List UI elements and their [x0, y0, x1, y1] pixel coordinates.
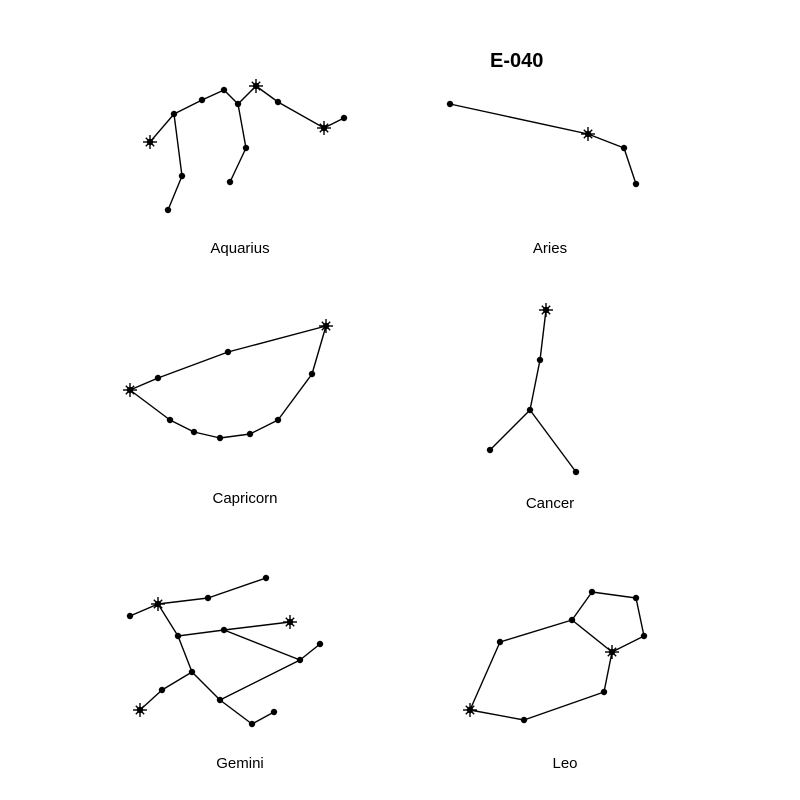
constellation-label: Capricorn — [110, 490, 380, 507]
constellation-label: Aries — [430, 240, 670, 257]
constellation-diagram — [440, 570, 690, 780]
code-label: E-040 — [490, 50, 543, 73]
constellation-label: Aquarius — [110, 240, 370, 257]
constellation-label: Gemini — [100, 755, 380, 772]
constellation-aquarius: Aquarius — [110, 70, 370, 260]
constellation-diagram — [110, 310, 380, 520]
constellation-diagram — [450, 300, 650, 520]
constellation-diagram — [100, 560, 380, 780]
constellation-capricorn: Capricorn — [110, 310, 380, 520]
constellation-cancer: Cancer — [450, 300, 650, 520]
constellation-diagram — [430, 90, 670, 260]
constellation-aries: Aries — [430, 90, 670, 260]
constellation-label: Cancer — [450, 495, 650, 512]
constellation-diagram — [110, 70, 370, 260]
constellation-label: Leo — [440, 755, 690, 772]
constellation-leo: Leo — [440, 570, 690, 780]
constellation-gemini: Gemini — [100, 560, 380, 780]
